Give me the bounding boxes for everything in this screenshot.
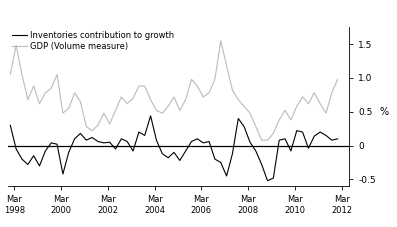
Legend: Inventories contribution to growth, GDP (Volume measure): Inventories contribution to growth, GDP …	[12, 31, 175, 51]
Y-axis label: %: %	[380, 107, 389, 117]
